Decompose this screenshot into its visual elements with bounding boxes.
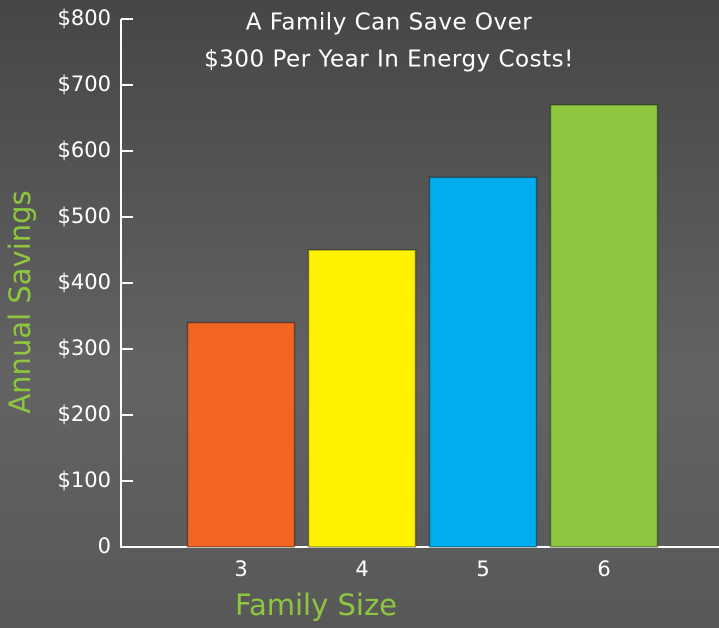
x-tick-label: 3 (234, 557, 247, 581)
y-tick-label: 0 (98, 534, 111, 558)
bar (549, 104, 659, 548)
x-axis-label: Family Size (235, 588, 397, 622)
y-tick-label: $200 (58, 402, 111, 426)
x-tick-label: 6 (597, 557, 610, 581)
y-tick-label: $500 (58, 204, 111, 228)
x-tick-label: 5 (476, 557, 489, 581)
y-axis-label: Annual Savings (3, 190, 37, 413)
y-tick-label: $400 (58, 270, 111, 294)
y-tick-label: $700 (58, 72, 111, 96)
y-tick-label: $100 (58, 468, 111, 492)
chart-title: A Family Can Save Over (246, 10, 533, 36)
bar (186, 321, 296, 548)
bar (307, 249, 417, 548)
y-tick-label: $800 (58, 6, 111, 30)
x-tick-label: 4 (355, 557, 368, 581)
chart-title: $300 Per Year In Energy Costs! (204, 47, 574, 73)
bar (428, 176, 538, 548)
y-tick-label: $600 (58, 138, 111, 162)
y-tick-label: $300 (58, 336, 111, 360)
